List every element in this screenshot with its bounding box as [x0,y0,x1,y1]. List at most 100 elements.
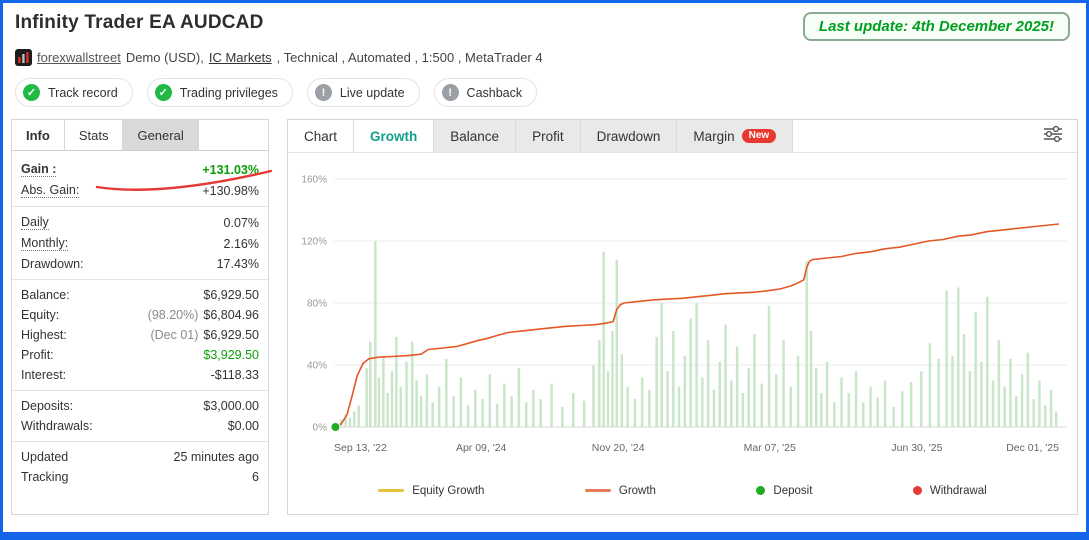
info-row: Gain : +131.03% [12,159,268,180]
withdrawal-dot-icon [912,486,922,495]
y-tick-label: 120% [301,237,327,248]
x-tick-label: Dec 01, '25 [1006,442,1059,454]
info-row-value: 2.16% [223,236,259,251]
chart-tab-label: Balance [450,128,500,144]
deposit-dot-icon [756,486,766,495]
verification-badges: ✓ Track record ✓ Trading privileges ! Live up… [15,78,1074,107]
verification-badge[interactable]: ! Cashback [433,78,538,107]
tab-general[interactable]: General [123,120,199,150]
x-axis-labels: Sep 13, '22 Apr 09, '24 Nov 20, '24 Mar 07,… [334,442,1059,454]
info-row: Updated 25 minutes ago [12,447,268,467]
check-icon: ✓ [154,84,172,101]
broker-logo-icon [15,49,32,66]
info-row-label: Withdrawals: [21,419,93,433]
chart-tab-label: Margin [693,128,735,144]
info-row: Deposits: $3,000.00 [12,396,268,416]
chart-tab-label: Drawdown [596,128,661,144]
divider [12,279,268,280]
info-row: Drawdown: 17.43% [12,254,268,274]
info-row: Tracking 6 [12,467,268,487]
verification-badge[interactable]: ! Live update [306,78,420,107]
info-row-value: -$118.33 [210,368,259,382]
info-row-label: Deposits: [21,399,74,413]
new-badge: New [741,129,777,143]
info-row: Equity: (98.20%) $6,804.96 [12,305,268,325]
main-content: Info Stats General Gain : +131.03% Abs. Gain… [3,107,1086,515]
info-panel-tabs: Info Stats General [12,120,268,151]
legend-item-equity-growth[interactable]: Equity Growth [378,485,484,497]
info-icon: ! [441,84,459,101]
account-name-link[interactable]: forexwallstreet [37,50,121,65]
info-row-label[interactable]: Gain : [21,162,57,177]
info-row-value: $3,929.50 [203,348,259,362]
x-tick-label: Jun 30, '25 [891,442,942,454]
info-row-label: Profit: [21,348,54,362]
legend-item-growth[interactable]: Growth [584,484,656,497]
info-row-label[interactable]: Monthly: [21,236,69,251]
y-grid: 0% 40% 80% 120% 160% [301,175,1067,434]
y-tick-label: 80% [307,299,327,310]
info-row: Balance: $6,929.50 [12,285,268,305]
info-icon: ! [314,84,332,101]
info-row-label: Highest: [21,328,67,342]
deposit-marker [330,422,341,432]
verification-badge[interactable]: ✓ Track record [15,78,133,107]
info-row-value: 17.43% [216,257,259,271]
y-tick-label: 40% [307,361,327,372]
page-header: Infinity Trader EA AUDCAD Last update: 4… [3,3,1086,107]
info-row-label[interactable]: Abs. Gain: [21,183,80,198]
tab-stats[interactable]: Stats [64,120,124,150]
legend-label: Deposit [773,484,813,497]
broker-name-link[interactable]: IC Markets [208,50,272,65]
info-row-label: Interest: [21,368,67,382]
tab-margin[interactable]: Margin New [677,120,794,152]
info-row-label[interactable]: Daily [21,215,49,230]
chart-panel: Chart Growth Balance Profit Drawdown Margin Ne… [287,119,1078,515]
legend-label: Withdrawal [929,484,987,497]
info-row-value: (98.20%) $6,804.96 [147,308,259,322]
tab-info[interactable]: Info [12,120,65,150]
legend-label: Equity Growth [412,484,485,497]
tab-balance[interactable]: Balance [434,120,517,152]
info-row: Monthly: 2.16% [12,233,268,254]
info-row-value: $0.00 [227,419,259,433]
info-row-value-note: (98.20%) [147,308,199,322]
growth-line-icon [584,489,611,492]
info-row: Abs. Gain: +130.98% [12,180,268,201]
info-row-value: 6 [252,470,259,484]
info-row: Daily 0.07% [12,212,268,233]
info-row-value: 0.07% [223,215,259,230]
tab-chart[interactable]: Chart [288,120,355,152]
chart-settings-icon[interactable] [1043,125,1063,148]
growth-chart[interactable]: 0% 40% 80% 120% 160% Sep 13, '22 Apr 09, '24 No… [288,167,1073,467]
info-panel: Info Stats General Gain : +131.03% Abs. Gain… [11,119,273,515]
chart-tab-label: Chart [304,128,338,144]
x-tick-label: Nov 20, '24 [592,442,645,454]
tab-growth[interactable]: Growth [354,120,435,152]
info-row-value: 25 minutes ago [173,450,259,464]
account-details-text: , Technical , Automated , 1:500 , MetaTr… [276,50,543,65]
y-tick-label: 0% [313,423,328,434]
verification-badge[interactable]: ✓ Trading privileges [146,78,293,107]
divider [12,441,268,442]
info-row: Highest: (Dec 01) $6,929.50 [12,325,268,345]
tab-profit[interactable]: Profit [516,120,581,152]
info-row-label: Updated [21,450,69,464]
legend-label: Growth [618,484,656,497]
info-row-value: $3,000.00 [203,399,259,413]
info-stats-list: Gain : +131.03% Abs. Gain: +130.98% Daily 0.0… [12,151,268,487]
legend-item-withdrawal[interactable]: Withdrawal [912,484,987,497]
chart-tab-label: Profit [532,128,564,144]
chart-tab-label: Growth [370,128,418,144]
info-row-label: Equity: [21,308,60,322]
x-tick-label: Mar 07, '25 [744,442,796,454]
tab-drawdown[interactable]: Drawdown [580,120,678,152]
info-row-label: Drawdown: [21,257,84,271]
equity-growth-line-icon [378,489,405,492]
legend-item-deposit[interactable]: Deposit [756,485,812,497]
account-type-text: Demo (USD), [125,50,204,65]
info-row-value: (Dec 01) $6,929.50 [150,328,259,342]
info-row: Withdrawals: $0.00 [12,416,268,436]
chart-legend: Equity Growth Growth Deposit Withdrawal [288,467,1077,514]
